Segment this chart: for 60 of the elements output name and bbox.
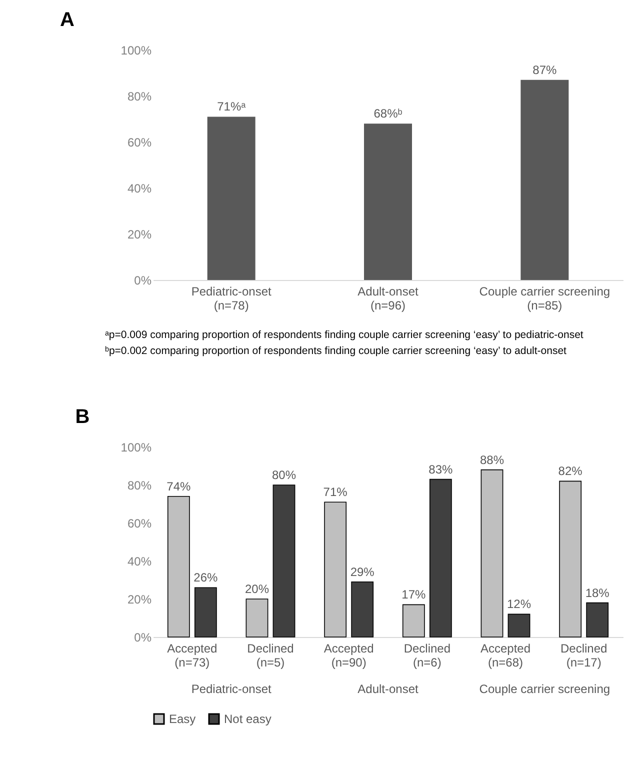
data-label: 18% <box>585 586 610 600</box>
data-label: 12% <box>506 597 532 612</box>
bar <box>559 480 582 638</box>
x-tick-label: Accepted (n=90) <box>324 642 374 670</box>
x-tick-label: Pediatric-onset (n=78) <box>191 284 272 312</box>
legend-label: Not easy <box>224 712 272 726</box>
data-label: 88% <box>480 452 504 467</box>
y-tick-label: 100% <box>120 44 152 58</box>
data-label: 71%ᵃ <box>217 100 246 114</box>
x-tick-label: Couple carrier screening (n=85) <box>479 284 610 312</box>
text: Pediatric-onset <box>191 682 272 696</box>
y-tick-label: 80% <box>127 478 152 492</box>
data-label: 82% <box>558 464 583 478</box>
y-tick-label: 40% <box>127 554 152 568</box>
bar <box>351 582 374 638</box>
data-label: 83% <box>428 462 454 476</box>
y-tick-label: 20% <box>127 228 152 242</box>
bar <box>364 124 412 280</box>
text: Adult-onset <box>358 682 420 696</box>
bar <box>508 614 530 638</box>
data-label: 17% <box>402 588 426 602</box>
data-label: 87% <box>532 62 557 77</box>
x-tick-label: Declined (n=6) <box>404 642 451 670</box>
y-tick-label: 40% <box>127 182 152 196</box>
data-label: 26% <box>194 570 218 585</box>
data-label: 80% <box>272 468 296 482</box>
text: ᵃp=0.009 comparing proportion of respondents finding couple carrier screening ‘easy’ to pediatric-onset <box>105 329 584 341</box>
bar <box>194 587 217 638</box>
x-tick-label: Declined (n=17) <box>560 642 608 670</box>
legend-label: Easy <box>169 712 196 726</box>
data-label: 74% <box>166 479 191 494</box>
bar <box>246 598 268 638</box>
bar <box>272 484 296 638</box>
bar <box>167 496 190 638</box>
x-tick-label: Accepted (n=73) <box>167 642 218 670</box>
data-label: 29% <box>350 564 375 579</box>
y-tick-label: 0% <box>134 274 152 288</box>
y-tick-label: 60% <box>127 516 152 530</box>
bar <box>586 602 609 638</box>
x-tick-label: Declined (n=5) <box>247 642 294 670</box>
data-label: 71% <box>323 485 348 500</box>
y-tick-label: 80% <box>127 90 152 104</box>
y-tick-label: 60% <box>127 136 152 150</box>
bar <box>429 478 452 638</box>
x-tick-label: Accepted (n=68) <box>480 642 531 670</box>
y-tick-label: 100% <box>120 440 152 454</box>
bar <box>207 116 256 280</box>
y-tick-label: 0% <box>134 630 152 644</box>
chart-title: B <box>75 406 90 428</box>
bar <box>480 469 504 638</box>
text: ᵇp=0.002 comparing proportion of respondents finding couple carrier screening ‘easy’ to adult-onset <box>105 345 567 357</box>
bar <box>520 80 569 280</box>
chart-title: A <box>60 9 74 31</box>
data-label: 20% <box>244 582 270 596</box>
data-label: 68%ᵇ <box>374 106 403 121</box>
x-tick-label: Adult-onset (n=96) <box>358 284 420 312</box>
bar <box>402 604 425 638</box>
y-tick-label: 20% <box>127 592 152 606</box>
text: Couple carrier screening <box>479 682 610 696</box>
bar <box>324 502 347 638</box>
